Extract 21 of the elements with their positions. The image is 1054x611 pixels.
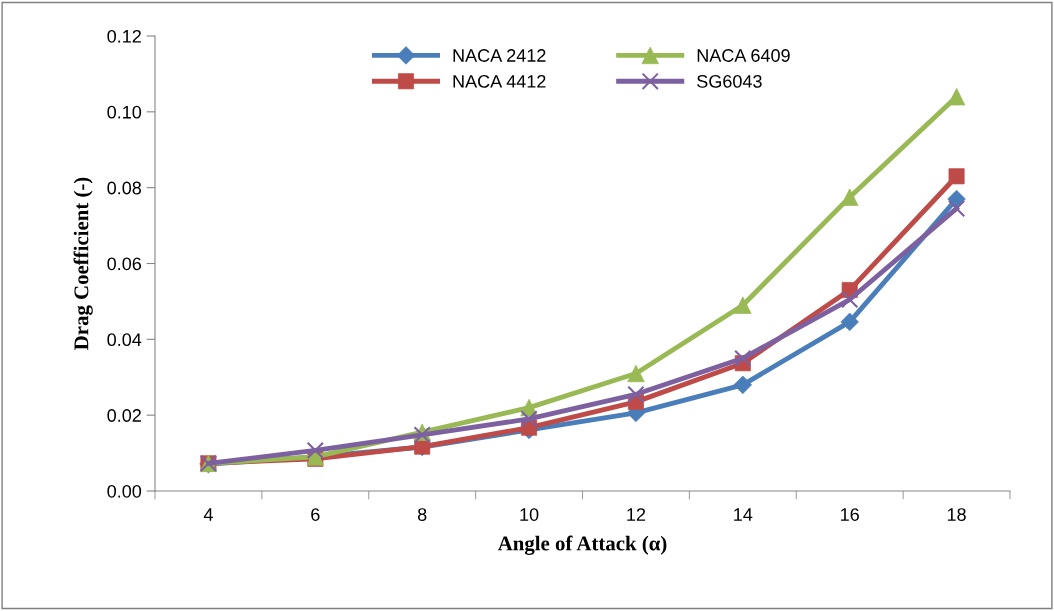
x-axis-title: Angle of Attack (α) — [497, 535, 667, 555]
x-tick-label: 18 — [947, 508, 966, 521]
x-tick-label: 16 — [841, 508, 859, 521]
y-tick-label: 0.06 — [107, 257, 142, 271]
legend-label: NACA 6409 — [697, 49, 790, 62]
legend-label: SG6043 — [697, 74, 762, 88]
y-tick-label: 0.12 — [107, 29, 141, 43]
y-tick-label: 0.04 — [107, 333, 142, 347]
x-tick-label: 8 — [417, 508, 427, 521]
x-tick-label: 4 — [203, 508, 213, 521]
legend-label: NACA 2412 — [453, 49, 546, 62]
legend-label: NACA 4412 — [453, 74, 546, 88]
y-tick-label: 0.10 — [107, 105, 142, 119]
y-tick-label: 0.02 — [107, 409, 141, 422]
x-tick-label: 10 — [520, 508, 539, 521]
y-tick-label: 0.00 — [107, 484, 142, 498]
x-tick-label: 12 — [627, 508, 646, 521]
x-tick-label: 6 — [311, 508, 320, 521]
y-axis-title: Drag Coefficient (-) — [73, 177, 93, 350]
x-tick-label: 14 — [734, 508, 753, 521]
y-tick-label: 0.08 — [107, 181, 142, 195]
